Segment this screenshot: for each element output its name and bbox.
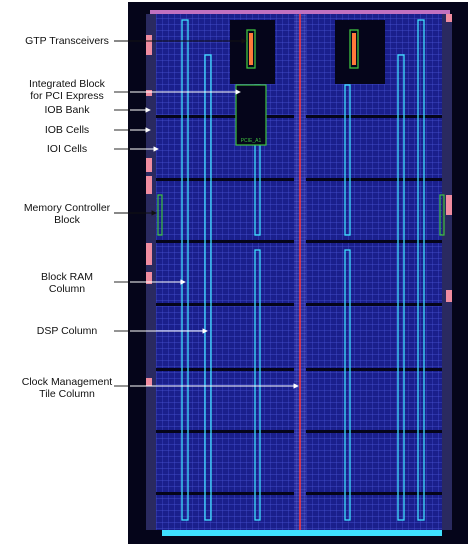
bottom-io-rail [162, 530, 442, 536]
gtp-transceiver-right [349, 29, 359, 69]
label-iob-cells: IOB Cells [44, 124, 90, 136]
dsp-columns [204, 54, 405, 521]
label-memory-controller-block: Memory Controller Block [23, 202, 111, 226]
label-block-ram-column: Block RAM Column [41, 271, 93, 295]
right-iob-strip [442, 14, 452, 530]
label-iob-bank: IOB Bank [44, 104, 90, 116]
label-ioi-cells: IOI Cells [46, 143, 88, 155]
top-io-rail [150, 10, 450, 14]
left-iob-banks [146, 35, 152, 386]
label-pci-express-block: Integrated Block for PCI Express [29, 78, 105, 102]
label-gtp-transceivers: GTP Transceivers [25, 35, 109, 47]
gtp-notch-right [335, 20, 385, 84]
pcie-block [235, 84, 267, 146]
mcb-right [439, 194, 445, 236]
gtp-transceiver-left [246, 29, 256, 69]
label-dsp-column: DSP Column [36, 325, 98, 337]
die-arrows [130, 89, 299, 389]
pcie-block-text: PCIE_A1 [241, 138, 262, 144]
right-iob-banks [446, 14, 452, 302]
bram-columns [181, 19, 425, 521]
label-column: GTP Transceivers Integrated Block for PC… [0, 0, 130, 546]
mcb-left [157, 194, 163, 236]
label-clock-management-tile-column: Clock Management Tile Column [21, 376, 113, 400]
leader-lines [114, 38, 247, 387]
